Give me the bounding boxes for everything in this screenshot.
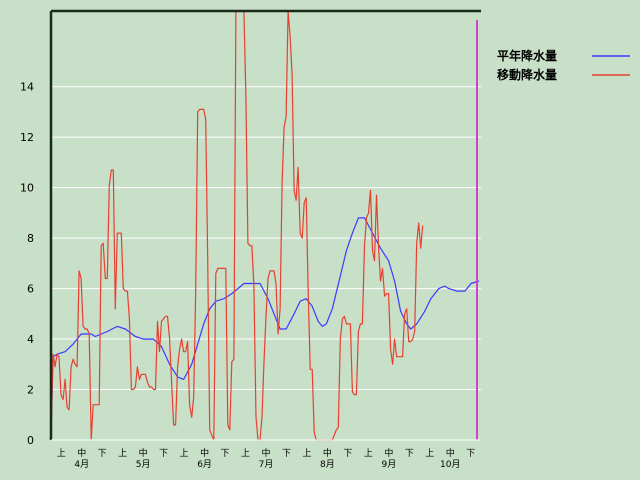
x-period-label: 下 [282,449,291,459]
x-month-label: 7月 [259,459,274,470]
x-period-label: 中 [323,447,332,459]
x-period-label: 上 [57,448,66,459]
x-period-label: 上 [118,448,127,459]
x-period-label: 中 [200,447,209,459]
y-tick-label: 14 [20,81,34,94]
x-period-label: 上 [180,448,189,459]
x-period-label: 中 [261,447,270,459]
series-group [50,10,480,441]
y-tick-label: 8 [27,232,34,245]
x-month-label: 9月 [381,459,396,470]
x-month-label: 4月 [74,459,89,470]
series-line-1 [50,10,424,441]
x-period-label: 中 [446,447,455,459]
grid [51,86,481,391]
y-tick-label: 2 [27,384,34,397]
x-period-label: 下 [221,449,230,459]
x-period-label: 上 [241,448,250,459]
x-period-label: 上 [425,448,434,459]
x-period-label: 上 [302,448,311,459]
y-tick-label: 4 [27,333,34,346]
x-period-label: 上 [364,448,373,459]
x-period-label: 下 [343,449,352,459]
y-tick-label: 12 [20,131,34,144]
legend: 平年降水量 移動降水量 [497,48,630,82]
x-period-label: 下 [405,449,414,459]
x-month-label: 6月 [197,459,212,470]
x-period-label: 下 [159,449,168,459]
y-tick-label: 10 [20,182,34,195]
x-period-label: 中 [139,447,148,459]
x-period-label: 下 [466,449,475,459]
series-line-0 [50,217,480,441]
legend-label-normal: 平年降水量 [497,48,557,63]
x-period-label: 下 [98,449,107,459]
axes: 02468101214上中下上中下上中下上中下上中下上中下上中下4月 5月 6月 7月… [20,9,481,470]
legend-label-moving: 移動降水量 [497,67,557,82]
x-month-label: 10月 [440,459,460,470]
x-month-label: 8月 [320,459,335,470]
y-tick-label: 0 [27,434,34,447]
y-tick-label: 6 [27,283,34,296]
x-period-label: 中 [384,447,393,459]
x-month-label: 5月 [136,459,151,470]
x-period-label: 中 [77,447,86,459]
